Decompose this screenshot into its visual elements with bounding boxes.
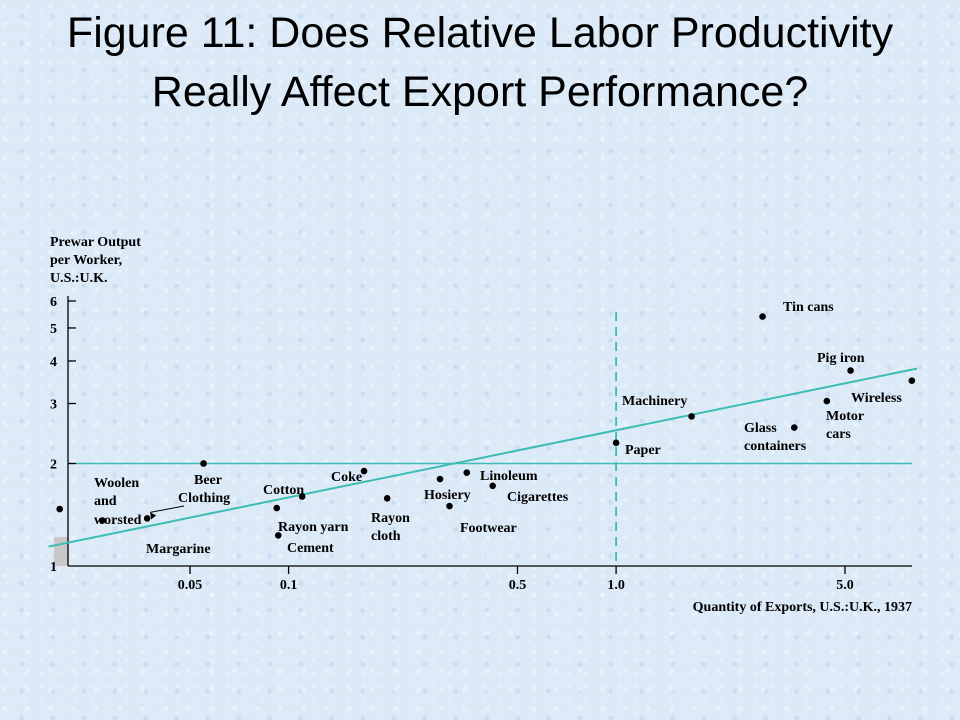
point-label: Margarine xyxy=(146,542,211,557)
point-label: cars xyxy=(826,427,851,442)
point-label: Cement xyxy=(287,541,334,556)
point-label: cloth xyxy=(371,529,401,544)
x-tick-label: 1.0 xyxy=(607,578,625,593)
point-label: Cigarettes xyxy=(507,490,569,505)
reference-lines xyxy=(68,312,912,566)
y-axis-title-line: per Worker, xyxy=(50,253,122,268)
data-point xyxy=(143,515,151,522)
data-point xyxy=(823,397,831,405)
data-point xyxy=(273,504,281,512)
data-point xyxy=(463,469,471,476)
point-label: Rayon yarn xyxy=(278,520,349,535)
point-label: Clothing xyxy=(178,491,230,506)
data-point xyxy=(274,532,282,539)
point-label: containers xyxy=(744,439,807,454)
clothing-pointer-arrowhead xyxy=(150,512,157,520)
y-tick-label: 2 xyxy=(50,457,57,472)
data-point xyxy=(360,467,368,475)
point-label: Pig iron xyxy=(817,351,865,366)
y-axis-title-line: Prewar Output xyxy=(50,235,141,250)
data-point xyxy=(489,482,497,490)
point-label: Coke xyxy=(331,470,362,485)
slide-title: Figure 11: Does Relative Labor Productiv… xyxy=(66,9,894,116)
data-points xyxy=(56,313,916,539)
point-label: and xyxy=(94,494,117,509)
data-point xyxy=(298,493,306,500)
y-tick-label: 4 xyxy=(50,355,57,370)
y-axis-title-line: U.S.:U.K. xyxy=(50,271,108,286)
point-labels: Tin cans Pig iron Wireless Machinery Glass co… xyxy=(94,300,902,557)
trend-line-group xyxy=(48,367,918,548)
point-label: Paper xyxy=(625,443,661,458)
data-point xyxy=(446,502,453,510)
x-axis-title: Quantity of Exports, U.S.:U.K., 1937 xyxy=(693,600,912,615)
y-tick-label: 1 xyxy=(50,560,57,575)
point-label: Tin cans xyxy=(783,300,834,315)
data-point xyxy=(847,367,854,374)
x-tick-label: 5.0 xyxy=(836,578,854,593)
data-point xyxy=(688,413,695,420)
point-label: Woolen xyxy=(94,476,139,491)
point-label: Rayon xyxy=(371,511,410,526)
clothing-pointer-line xyxy=(150,505,185,513)
point-label: Hosiery xyxy=(424,488,471,503)
data-point xyxy=(759,313,766,320)
y-tick-label: 6 xyxy=(50,295,57,310)
point-label: Cotton xyxy=(263,483,304,498)
point-label: Motor xyxy=(826,409,864,424)
point-label: Wireless xyxy=(851,391,902,406)
data-point xyxy=(908,377,916,385)
trend-line xyxy=(48,367,918,548)
data-point xyxy=(436,475,444,483)
point-label: Linoleum xyxy=(480,469,538,484)
data-point xyxy=(383,495,391,502)
data-point xyxy=(56,505,63,513)
data-point xyxy=(612,439,620,447)
data-point xyxy=(790,424,798,431)
axis-text: 1 2 3 4 5 6 0.05 0.1 0.5 1.0 5.0 Prewar Output per W… xyxy=(50,235,912,615)
point-label: Footwear xyxy=(460,521,517,536)
x-tick-label: 0.1 xyxy=(280,578,298,593)
y-tick-label: 5 xyxy=(50,322,57,337)
point-label: Machinery xyxy=(622,394,687,409)
point-label: worsted xyxy=(94,513,142,528)
data-point xyxy=(200,460,207,467)
point-label: Glass xyxy=(744,421,777,436)
y-tick-label: 3 xyxy=(50,398,57,413)
data-point xyxy=(99,517,106,524)
x-tick-label: 0.05 xyxy=(178,578,203,593)
point-label: Beer xyxy=(194,473,222,488)
x-tick-label: 0.5 xyxy=(509,578,527,593)
